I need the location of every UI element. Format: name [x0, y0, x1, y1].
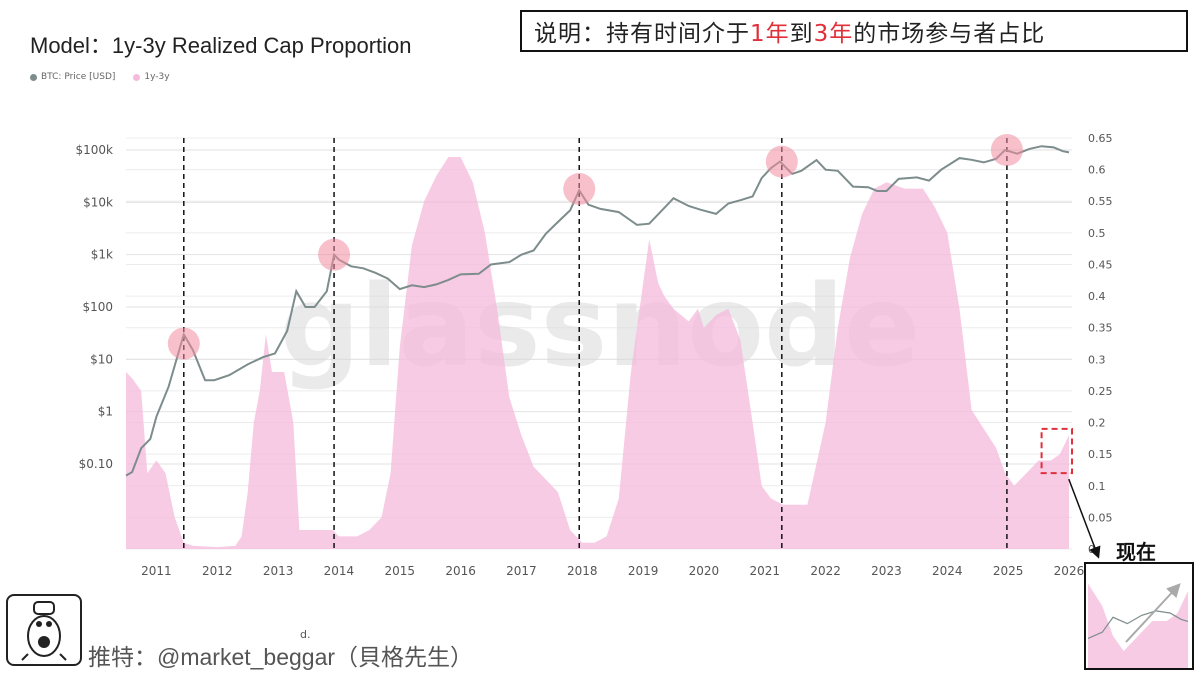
- legend-label-1y3y: 1y-3y: [144, 72, 170, 82]
- note-suffix: 的市场参与者占比: [853, 21, 1046, 47]
- note-red-2: 3年: [813, 21, 854, 47]
- author-mark: d.: [300, 628, 311, 641]
- y-right-tick-label: 0.4: [1088, 290, 1106, 303]
- y-left-tick-label: $100: [82, 300, 113, 314]
- x-tick-label: 2020: [689, 564, 720, 578]
- x-tick-label: 2026: [1054, 564, 1085, 578]
- mascot-icon: [21, 601, 67, 661]
- author-handle: 推特：@market_beggar（貝格先生）: [88, 644, 474, 670]
- peak-marker: [563, 172, 596, 205]
- y-right-tick-label: 0.1: [1088, 480, 1106, 493]
- y-right-tick-label: 0.35: [1088, 322, 1113, 335]
- axes: 00.050.10.150.20.250.30.350.40.450.50.55…: [76, 132, 1113, 578]
- legend-label-price: BTC: Price [USD]: [41, 72, 116, 82]
- cycle-top-lines: [183, 138, 1008, 549]
- y-left-tick-label: $1: [98, 405, 113, 419]
- y-left-tick-label: $10: [90, 352, 113, 366]
- now-label: 现在: [1116, 540, 1156, 564]
- note-red-1: 1年: [750, 21, 790, 47]
- x-tick-label: 2018: [567, 564, 598, 578]
- peak-markers: [167, 134, 1023, 360]
- legend-swatch-price: [30, 73, 37, 81]
- inset-area: [1088, 583, 1188, 668]
- explanation-box: 说明：持有时间介于 1年到 3年 的市场参与者占比: [520, 10, 1188, 52]
- y-right-tick-label: 0.55: [1088, 195, 1113, 208]
- legend: BTC: Price [USD] 1y-3y: [30, 72, 170, 82]
- x-tick-label: 2025: [993, 564, 1024, 578]
- y-right-tick-label: 0.45: [1088, 258, 1113, 271]
- zoom-inset: [1084, 562, 1194, 670]
- peak-marker: [318, 238, 351, 271]
- x-tick-label: 2011: [141, 564, 172, 578]
- chart-title: Model：1y-3y Realized Cap Proportion: [30, 33, 412, 58]
- x-tick-label: 2024: [932, 564, 963, 578]
- current-arrow: [1068, 478, 1101, 559]
- legend-item-1y3y[interactable]: 1y-3y: [133, 72, 170, 82]
- x-tick-label: 2015: [384, 564, 415, 578]
- inset-trend-arrow: [1125, 583, 1181, 643]
- note-mid: 到: [789, 21, 814, 47]
- zoom-inset-plot: [1087, 583, 1189, 668]
- x-tick-label: 2022: [810, 564, 841, 578]
- y-left-tick-label: $1k: [91, 248, 113, 262]
- watermark: glassnode: [280, 262, 920, 392]
- y-right-tick-label: 0.6: [1088, 164, 1106, 177]
- y-left-tick-label: $100k: [76, 143, 114, 157]
- peak-marker: [167, 327, 200, 360]
- y-right-tick-label: 0.65: [1088, 132, 1113, 145]
- note-prefix: 说明：持有时间介于: [534, 21, 750, 47]
- x-tick-label: 2016: [445, 564, 476, 578]
- x-tick-label: 2017: [506, 564, 537, 578]
- y-right-tick-label: 0.2: [1088, 417, 1106, 430]
- x-tick-label: 2014: [324, 564, 355, 578]
- current-highlight-box: [1040, 427, 1074, 475]
- peak-marker: [990, 134, 1023, 166]
- y-right-tick-label: 0.25: [1088, 385, 1113, 398]
- inset-price-line: [1087, 610, 1189, 639]
- y-right-tick-label: 0.3: [1088, 353, 1106, 366]
- y-right-tick-label: 0.5: [1088, 227, 1106, 240]
- peak-marker: [765, 145, 798, 178]
- y-right-tick-label: 0.05: [1088, 511, 1113, 524]
- x-tick-label: 2021: [750, 564, 781, 578]
- legend-swatch-1y3y: [133, 73, 141, 81]
- x-tick-label: 2013: [263, 564, 294, 578]
- legend-item-price[interactable]: BTC: Price [USD]: [30, 72, 115, 82]
- area-series-1y-3y: [126, 157, 1069, 549]
- x-tick-label: 2023: [871, 564, 902, 578]
- avatar: [6, 594, 82, 666]
- y-left-tick-label: $0.10: [79, 457, 113, 471]
- x-tick-label: 2012: [202, 564, 233, 578]
- y-left-tick-label: $10k: [83, 195, 113, 209]
- x-tick-label: 2019: [628, 564, 659, 578]
- y-right-tick-label: 0.15: [1088, 448, 1113, 461]
